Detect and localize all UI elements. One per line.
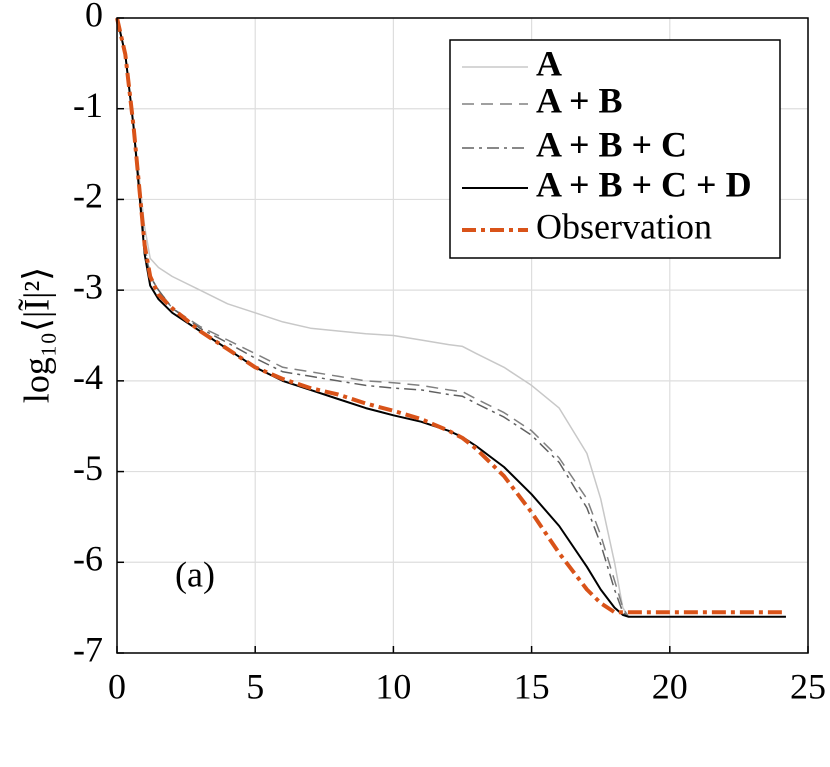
y-tick-label: -2: [73, 176, 103, 216]
series-line: [116, 17, 786, 618]
y-tick-label: -1: [73, 85, 103, 125]
legend-label: A + B + C + D: [536, 164, 752, 204]
y-tick-label: -5: [73, 448, 103, 488]
x-tick-label: 0: [108, 666, 126, 706]
legend-label: Observation: [536, 206, 712, 246]
x-tick-label: 20: [652, 666, 688, 706]
y-tick-label: 0: [85, 0, 103, 34]
y-axis-label: log₁₀⟨|Ĩ|²⟩: [16, 267, 56, 403]
x-tick-label: 5: [246, 666, 264, 706]
plot-frame: [116, 17, 809, 654]
y-tick-label: -7: [73, 629, 103, 669]
x-tick-label: 10: [375, 666, 411, 706]
x-tick-label: 25: [790, 666, 826, 706]
legend-label: A: [536, 43, 562, 83]
x-tick-label: 15: [514, 666, 550, 706]
legend-label: A + B + C: [536, 124, 687, 164]
annotation: (a): [175, 554, 215, 594]
series-line: [115, 17, 786, 615]
y-tick-label: -6: [73, 539, 103, 579]
legend-box: [449, 39, 781, 259]
legend-label: A + B: [536, 80, 623, 120]
y-tick-label: -4: [73, 357, 103, 397]
y-tick-label: -3: [73, 266, 103, 306]
